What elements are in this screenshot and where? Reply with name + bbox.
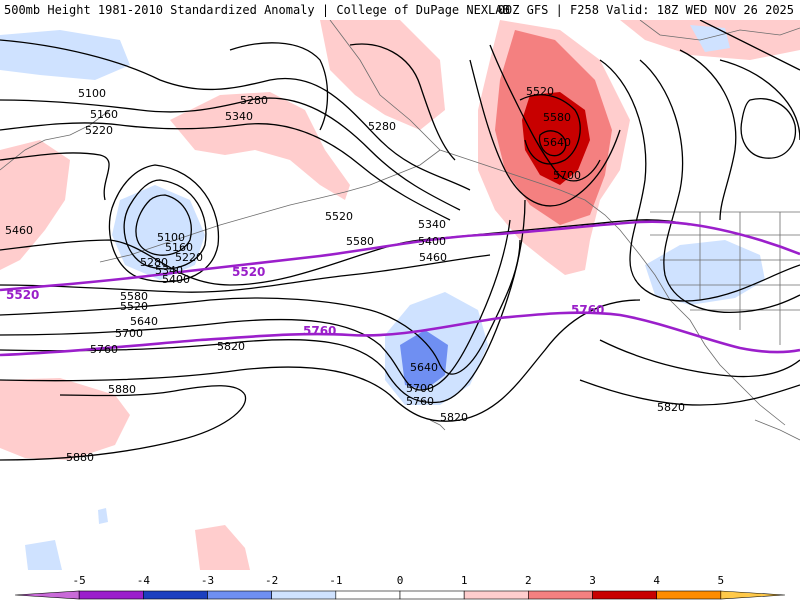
height-label: 5340 [418,218,446,231]
height-label: 5340 [225,110,253,123]
colorbar-segment [720,590,786,600]
height-label: 5160 [90,108,118,121]
height-label: 5220 [175,251,203,264]
height-contours [0,20,800,461]
colorbar-tick-label: -4 [136,574,150,587]
title-bar: 500mb Height 1981-2010 Standardized Anom… [0,0,800,20]
height-label: 5280 [240,94,268,107]
height-label: 5400 [162,273,190,286]
height-label: 5280 [140,256,168,269]
colorbar-segment [143,590,208,600]
colorbar-tick-label: -2 [265,574,279,587]
height-label: 5160 [165,241,193,254]
coastlines [0,20,800,441]
height-label: 5460 [5,224,33,237]
height-label: 5400 [418,235,446,248]
colorbar-tick-label: 0 [396,574,404,587]
colorbar-graphic [14,590,786,600]
height-label: 5640 [410,361,438,374]
colorbar-tick-label: 1 [460,574,468,587]
climo-label: 5520 [232,265,265,279]
climo-label: 5520 [6,288,39,302]
colorbar-segment [592,590,657,600]
height-label: 5880 [66,451,94,464]
height-label: 5700 [406,382,434,395]
colorbar-segments [14,590,786,600]
height-label: 5220 [85,124,113,137]
colorbar-segment [271,590,337,600]
height-label: 5880 [108,383,136,396]
colorbar-segment [14,590,80,600]
height-label: 5520 [325,210,353,223]
height-label: 5460 [419,251,447,264]
colorbar-tick-label: 4 [653,574,660,587]
colorbar-segment [528,590,593,600]
height-label: 5100 [157,231,185,244]
height-label: 5580 [120,290,148,303]
height-label: 5760 [90,343,118,356]
height-label: 5580 [543,111,571,124]
height-label: 5700 [553,169,581,182]
anomaly-colorbar: -5 -4 -3 -2 -1 0 1 2 3 4 5 [0,570,800,600]
colorbar-segment [78,590,144,600]
height-label: 5100 [78,87,106,100]
colorbar-tick-label: -3 [200,574,215,587]
colorbar-segment [207,590,272,600]
height-label: 5640 [543,136,571,149]
height-label: 5820 [440,411,468,424]
height-labels: 5100 5160 5220 5280 5340 5280 5100 5160 … [5,85,685,464]
product-title: 500mb Height 1981-2010 Standardized Anom… [4,3,510,17]
colorbar-tick-label: 5 [717,574,725,587]
colorbar-tick-label: 3 [589,574,596,587]
height-label: 5820 [217,340,245,353]
height-label: 5760 [406,395,434,408]
colorbar-segment [335,590,401,600]
height-label: 5580 [346,235,374,248]
climatology-lines [0,220,800,357]
climatology-labels: 5520 5520 5760 5760 [6,265,604,338]
valid-time-label: 00Z GFS | F258 Valid: 18Z WED NOV 26 202… [497,3,794,17]
negative-anomaly-shading [0,25,765,570]
colorbar-segment [656,590,722,600]
height-label: 5640 [130,315,158,328]
height-anomaly-map: 5100 5160 5220 5280 5340 5280 5100 5160 … [0,20,800,570]
height-label: 5520 [526,85,554,98]
height-label: 5520 [120,300,148,313]
height-label: 5280 [368,120,396,133]
height-label: 5340 [155,264,183,277]
colorbar-tick-label: -5 [72,574,86,587]
colorbar-tick-label: -1 [329,574,343,587]
colorbar-segment [463,590,529,600]
climo-label: 5760 [303,324,336,338]
climo-label: 5760 [571,303,604,317]
colorbar-segment [399,590,465,600]
colorbar-tick-label: 2 [525,574,532,587]
height-label: 5820 [657,401,685,414]
height-label: 5700 [115,327,143,340]
positive-anomaly-shading [0,20,800,570]
